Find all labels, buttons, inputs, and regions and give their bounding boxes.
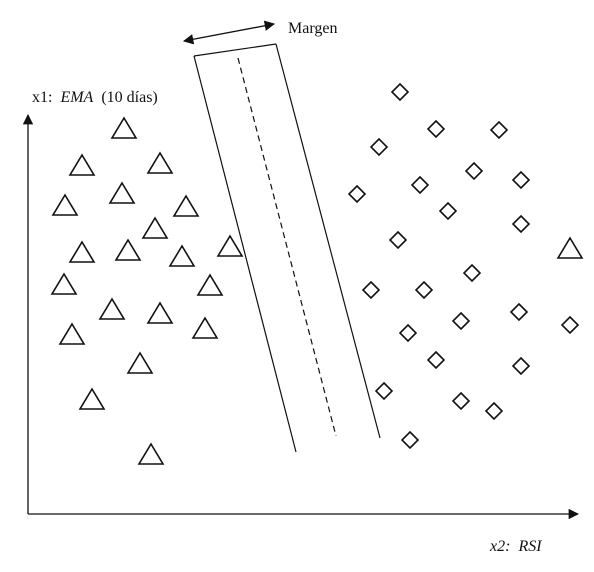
diamond-point xyxy=(349,186,365,202)
x-axis-var: x2: xyxy=(489,538,510,555)
y-axis-name: EMA xyxy=(59,89,93,106)
triangle-point xyxy=(52,274,76,294)
triangle-point xyxy=(60,324,84,344)
decision-boundary xyxy=(238,58,336,436)
diamond-point xyxy=(402,432,418,448)
diamond-point xyxy=(440,203,456,219)
triangle-point xyxy=(80,389,104,409)
diamond-point xyxy=(400,325,416,341)
triangle-point xyxy=(193,318,217,338)
y-axis-var: x1: xyxy=(32,89,52,106)
triangle-point xyxy=(148,153,172,173)
x-axis-name: RSI xyxy=(517,538,542,555)
margin-top-edge xyxy=(194,44,276,56)
margin-boundary-left xyxy=(194,56,296,452)
diamond-point xyxy=(511,304,527,320)
diamond-point xyxy=(491,122,507,138)
triangle-point xyxy=(148,303,172,323)
diamond-point xyxy=(392,84,408,100)
diamond-point xyxy=(513,216,529,232)
diamond-point xyxy=(466,163,482,179)
triangle-point xyxy=(100,299,124,319)
triangle-point xyxy=(218,236,242,256)
diamond-point xyxy=(390,232,406,248)
margin-boundary-right xyxy=(276,44,380,438)
diamond-point xyxy=(428,352,444,368)
diamond-point xyxy=(562,317,578,333)
y-axis-detail: (10 días) xyxy=(101,89,157,106)
triangle-point xyxy=(170,246,194,266)
triangle-point xyxy=(70,155,94,175)
triangle-point xyxy=(112,118,136,138)
diamond-point xyxy=(376,383,392,399)
triangle-point xyxy=(558,238,582,258)
diamond-point xyxy=(428,121,444,137)
diamond-point xyxy=(363,282,379,298)
diamond-point xyxy=(412,177,428,193)
diamond-point xyxy=(513,358,529,374)
triangle-point xyxy=(198,275,222,295)
diamond-point xyxy=(453,393,469,409)
diamond-point xyxy=(453,313,469,329)
triangle-point xyxy=(110,183,134,203)
triangle-point xyxy=(143,218,167,238)
diamond-class-group xyxy=(349,84,578,448)
triangle-point xyxy=(70,242,94,262)
margin-arrow xyxy=(184,24,274,41)
triangle-point xyxy=(139,444,163,464)
diamond-point xyxy=(486,403,502,419)
triangle-point xyxy=(116,240,140,260)
triangle-class-group xyxy=(52,118,582,464)
triangle-point xyxy=(53,195,77,215)
triangle-point xyxy=(174,196,198,216)
margin-label: Margen xyxy=(288,20,337,37)
diamond-point xyxy=(513,172,529,188)
diamond-point xyxy=(416,282,432,298)
diamond-point xyxy=(371,139,387,155)
y-axis-label: x1: EMA (10 días) xyxy=(32,89,158,106)
diamond-point xyxy=(464,265,480,281)
triangle-point xyxy=(128,353,152,373)
x-axis-label: x2: RSI xyxy=(489,538,542,555)
